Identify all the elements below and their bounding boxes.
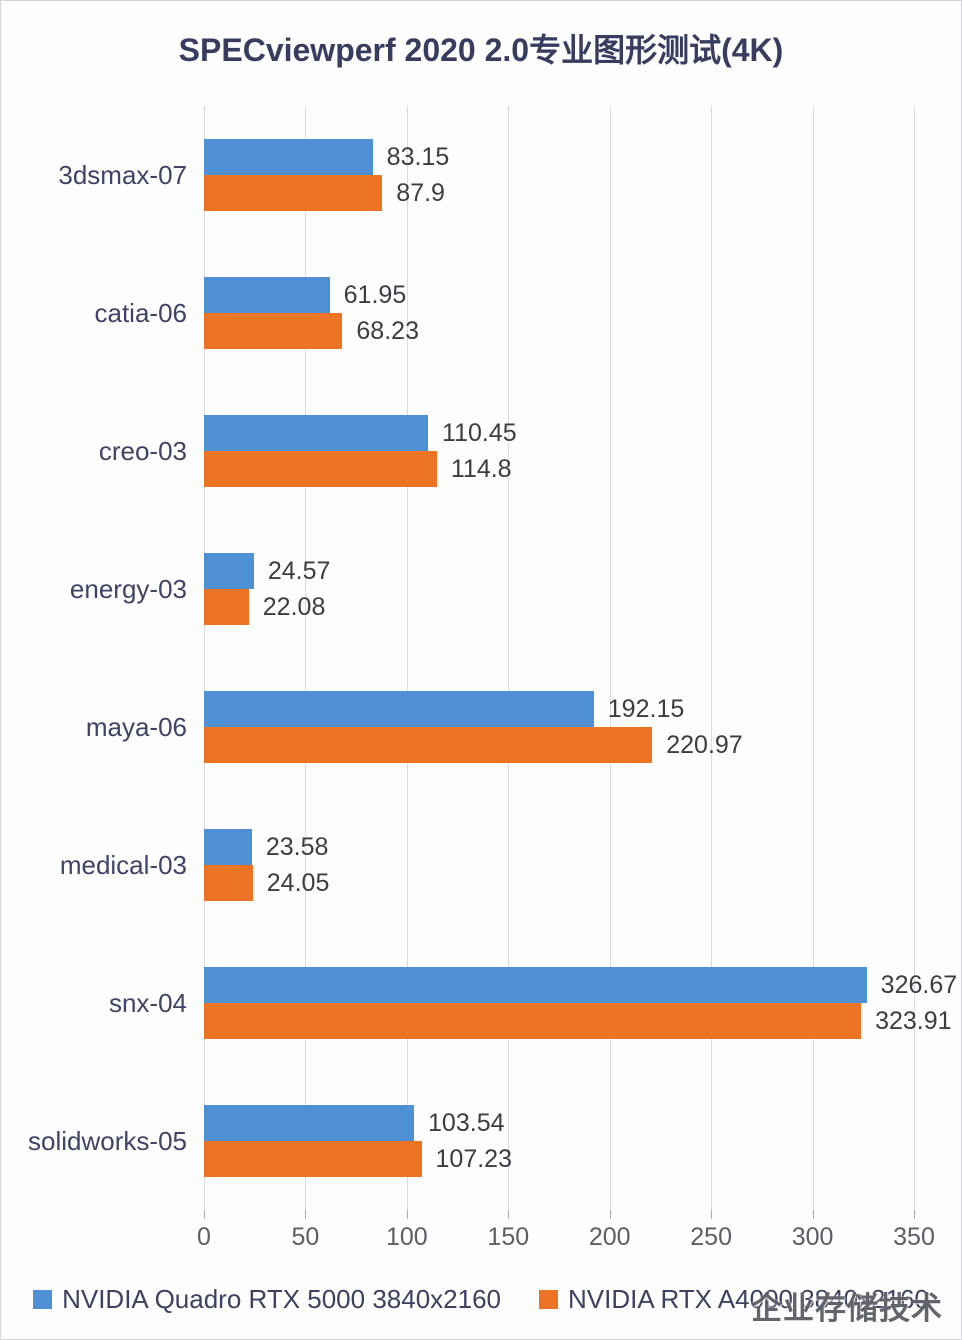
x-tick-label-200: 200 <box>588 1223 631 1251</box>
value-label-series0-catia-06: 61.95 <box>343 281 407 309</box>
watermark: 企业存储技术 <box>751 1291 943 1326</box>
bar-series1-catia-06 <box>204 313 343 349</box>
value-label-series0-solidworks-05: 103.54 <box>428 1109 505 1137</box>
bar-group-medical-03: 23.58 24.05 <box>204 796 914 934</box>
value-label-series1-catia-06: 68.23 <box>356 317 419 345</box>
bar-series0-3dsmax-07 <box>204 139 373 175</box>
value-label-series0-creo-03: 110.45 <box>442 419 517 447</box>
bar-group-3dsmax-07: 83.15 87.9 <box>204 106 914 244</box>
bar-group-maya-06: 192.15 220.97 <box>204 658 914 796</box>
category-label-catia-06: catia-06 <box>94 298 188 328</box>
x-tick-mark-250 <box>711 1210 713 1219</box>
chart-plot-area: 83.15 87.9 61.95 68.23 110.45 114.8 24.57 22.08… <box>204 106 957 1210</box>
value-label-series0-energy-03: 24.57 <box>267 557 331 585</box>
bar-group-catia-06: 61.95 68.23 <box>204 244 914 382</box>
gridline-100 <box>406 106 408 1210</box>
bar-series1-maya-06 <box>204 727 653 763</box>
bar-series0-solidworks-05 <box>204 1105 415 1141</box>
category-label-energy-03: energy-03 <box>69 574 187 604</box>
value-label-series0-maya-06: 192.15 <box>607 695 685 723</box>
bar-series1-medical-03 <box>204 865 253 901</box>
gridline-150 <box>508 106 510 1210</box>
bar-series1-snx-04 <box>204 1003 862 1039</box>
x-tick-label-250: 250 <box>690 1223 732 1251</box>
gridline-200 <box>609 106 611 1210</box>
bar-series0-catia-06 <box>204 277 330 313</box>
legend-swatch-orange-icon <box>539 1290 559 1309</box>
gridline-50 <box>305 106 307 1210</box>
value-label-series1-snx-04: 323.91 <box>875 1007 952 1035</box>
x-tick-label-0: 0 <box>197 1223 211 1251</box>
value-label-series0-medical-03: 23.58 <box>265 833 329 861</box>
legend-item-rtx-a4000: NVIDIA RTX A4000 3840x2160 <box>539 1284 929 1315</box>
category-label-creo-03: creo-03 <box>98 436 187 466</box>
x-tick-mark-150 <box>508 1210 510 1219</box>
bar-series0-snx-04 <box>204 967 867 1003</box>
x-tick-label-300: 300 <box>791 1223 834 1251</box>
value-label-series0-snx-04: 326.67 <box>880 971 958 999</box>
legend-label-quadro-rtx-5000: NVIDIA Quadro RTX 5000 3840x2160 <box>62 1284 502 1314</box>
bar-series1-energy-03 <box>204 589 249 625</box>
bar-group-creo-03: 110.45 114.8 <box>204 382 914 520</box>
gridline-0 <box>204 106 205 1210</box>
value-label-series0-3dsmax-07: 83.15 <box>386 143 450 171</box>
category-label-medical-03: medical-03 <box>59 850 187 880</box>
bar-group-solidworks-05: 103.54 107.23 <box>204 1072 914 1210</box>
chart-title: SPECviewperf 2020 2.0专业图形测试(4K) <box>178 32 784 68</box>
value-label-series1-3dsmax-07: 87.9 <box>396 179 445 207</box>
bar-group-energy-03: 24.57 22.08 <box>204 520 914 658</box>
legend-swatch-blue-icon <box>33 1290 53 1309</box>
x-tick-mark-200 <box>609 1210 611 1219</box>
x-tick-label-50: 50 <box>291 1223 320 1251</box>
value-label-series1-energy-03: 22.08 <box>262 593 326 621</box>
x-tick-label-100: 100 <box>385 1223 428 1251</box>
legend-label-rtx-a4000: NVIDIA RTX A4000 3840x2160 <box>568 1284 929 1314</box>
x-tick-mark-300 <box>812 1210 814 1219</box>
bar-series0-maya-06 <box>204 691 594 727</box>
gridline-350 <box>914 106 915 1210</box>
bar-series0-medical-03 <box>204 829 252 865</box>
bar-series0-creo-03 <box>204 415 429 451</box>
gridline-300 <box>812 106 814 1210</box>
bar-series1-3dsmax-07 <box>204 175 383 211</box>
value-label-series1-medical-03: 24.05 <box>266 869 330 897</box>
category-label-snx-04: snx-04 <box>108 988 187 1018</box>
value-label-series1-maya-06: 220.97 <box>666 731 743 759</box>
category-label-maya-06: maya-06 <box>85 712 187 742</box>
bar-series0-energy-03 <box>204 553 254 589</box>
x-tick-label-150: 150 <box>487 1223 530 1251</box>
category-label-solidworks-05: solidworks-05 <box>28 1126 187 1156</box>
bar-series1-creo-03 <box>204 451 437 487</box>
x-tick-mark-0 <box>204 1210 205 1219</box>
x-tick-label-350: 350 <box>893 1223 935 1251</box>
value-label-series1-solidworks-05: 107.23 <box>435 1145 512 1173</box>
x-tick-mark-100 <box>406 1210 408 1219</box>
legend-item-quadro-rtx-5000: NVIDIA Quadro RTX 5000 3840x2160 <box>33 1284 501 1315</box>
x-tick-mark-50 <box>305 1210 307 1219</box>
gridline-250 <box>711 106 713 1210</box>
bar-series1-solidworks-05 <box>204 1141 422 1177</box>
value-label-series1-creo-03: 114.8 <box>450 455 512 483</box>
bar-group-snx-04: 326.67 323.91 <box>204 934 957 1072</box>
category-label-3dsmax-07: 3dsmax-07 <box>58 160 187 190</box>
x-tick-mark-350 <box>914 1210 915 1219</box>
chart-legend: NVIDIA Quadro RTX 5000 3840x2160 NVIDIA … <box>1 1284 961 1315</box>
